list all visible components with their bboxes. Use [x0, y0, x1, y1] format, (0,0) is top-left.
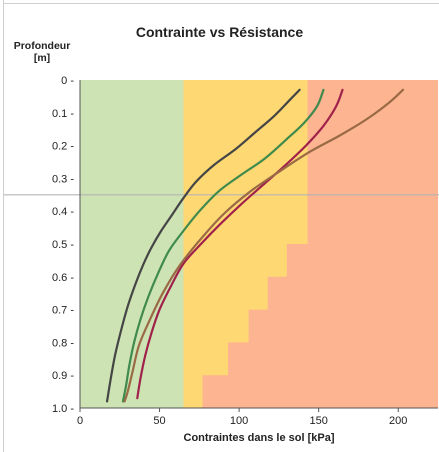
- x-tick-label: 100: [230, 415, 248, 427]
- x-tick-label: 200: [389, 415, 407, 427]
- green-zone: [80, 80, 184, 408]
- chart-title: Contrainte vs Résistance: [135, 24, 304, 40]
- y-tick-label: 0.9 -: [52, 370, 74, 382]
- axes-layer: 0 - 0.1 - 0.2 - 0.3 - 0.4 - 0.5 - 0.6 - 0.7 - 0.…: [52, 75, 438, 427]
- series-line-3: [136, 88, 344, 400]
- series-line-1: [105, 88, 301, 403]
- y-tick-label: 0.8 -: [52, 337, 74, 349]
- y-tick-label: 0.1 -: [52, 108, 74, 120]
- y-axis-label-line: [m]: [33, 52, 51, 64]
- y-tick-label: 1.0 -: [52, 403, 74, 415]
- frame-left-border: [3, 0, 4, 452]
- frame-top-border: [3, 3, 439, 4]
- x-axis-label: Contraintes dans le sol [kPa]: [183, 432, 335, 444]
- x-tick-label: 150: [309, 415, 327, 427]
- y-tick-label: 0 -: [61, 75, 74, 87]
- y-tick-label: 0.5 -: [52, 239, 74, 251]
- y-tick-label: 0.4 -: [52, 206, 74, 218]
- y-tick-label: 0.3 -: [52, 173, 74, 185]
- x-tick-label: 0: [77, 415, 83, 427]
- y-axis-label: Profondeur [m]: [12, 40, 72, 64]
- series-line-4: [123, 88, 405, 403]
- y-tick-label: 0.2 -: [52, 141, 74, 153]
- series-line-2: [121, 88, 325, 403]
- x-tick-label: 50: [153, 415, 165, 427]
- y-tick-label: 0.6 -: [52, 272, 74, 284]
- y-axis-label-line: Profondeur: [13, 40, 71, 52]
- series-layer: [105, 88, 405, 403]
- yellow-zone: [183, 80, 308, 408]
- y-tick-label: 0.7 -: [52, 305, 74, 317]
